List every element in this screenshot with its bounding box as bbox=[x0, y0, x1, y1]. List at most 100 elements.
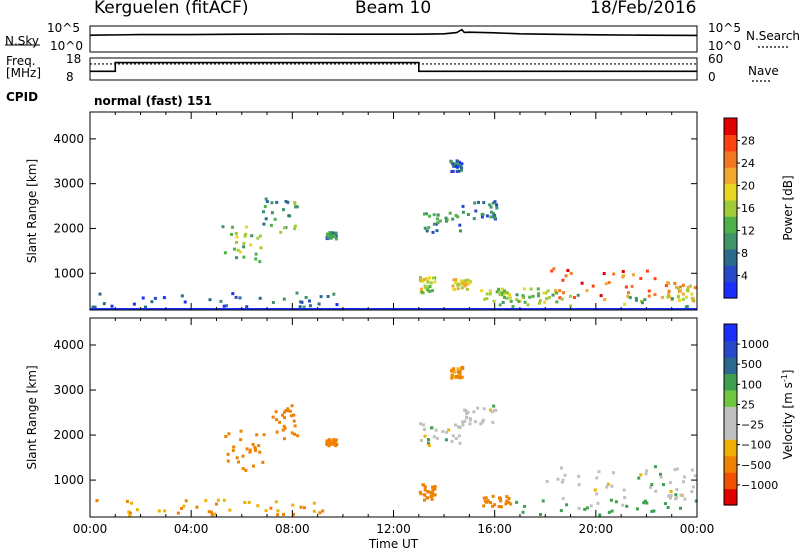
echo-cell-6 bbox=[465, 287, 469, 291]
echo-cell-4 bbox=[490, 410, 494, 414]
echo-cell-3 bbox=[447, 428, 451, 432]
echo-cell-7 bbox=[503, 289, 507, 293]
echo-cell-12 bbox=[643, 298, 647, 302]
colorbar-tick-label: −1000 bbox=[741, 479, 778, 492]
echo-cell-10 bbox=[450, 369, 454, 373]
echo-cell-7 bbox=[650, 483, 654, 487]
echo-cell-2 bbox=[327, 444, 331, 448]
echo-cell-9 bbox=[213, 512, 217, 516]
echo-cell-0 bbox=[261, 460, 265, 464]
echo-cell-8 bbox=[679, 506, 682, 510]
echo-cell-3 bbox=[430, 426, 433, 430]
echo-cell-0 bbox=[242, 255, 246, 259]
echo-cell-6 bbox=[482, 496, 486, 500]
echo-cell-0 bbox=[242, 241, 246, 245]
echo-cell-4 bbox=[481, 418, 485, 422]
echo-cell-0 bbox=[254, 257, 258, 261]
echo-cell-8 bbox=[561, 278, 565, 282]
echo-cell-2 bbox=[328, 231, 332, 234]
echo-cell-12 bbox=[670, 297, 674, 301]
echo-cell-8 bbox=[664, 284, 668, 288]
echo-cell-13 bbox=[453, 162, 457, 166]
echo-cell-9 bbox=[291, 503, 295, 507]
panel-bg bbox=[90, 112, 697, 310]
echo-cell-0 bbox=[234, 232, 238, 235]
colorbar-swatch bbox=[724, 406, 737, 424]
echo-cell-11 bbox=[162, 296, 166, 300]
echo-cell-8 bbox=[541, 499, 545, 503]
echo-cell-10 bbox=[522, 287, 526, 291]
echo-cell-5 bbox=[423, 498, 426, 502]
echo-cell-7 bbox=[690, 490, 694, 494]
echo-cell-12 bbox=[628, 296, 632, 300]
echo-cell-5 bbox=[424, 286, 428, 290]
echo-cell-9 bbox=[276, 513, 280, 517]
echo-cell-6 bbox=[499, 505, 503, 509]
cpid-label: CPID bbox=[6, 90, 39, 104]
echo-cell-0 bbox=[245, 447, 249, 451]
echo-cell-3 bbox=[456, 215, 460, 219]
echo-cell-4 bbox=[491, 201, 495, 205]
echo-cell-12 bbox=[666, 295, 670, 299]
echo-cell-7 bbox=[682, 475, 686, 479]
echo-cell-8 bbox=[635, 507, 639, 511]
radar-title: Kerguelen (fitACF) bbox=[94, 0, 249, 18]
echo-cell-5 bbox=[430, 497, 434, 501]
nsearch-tick-bottom: 10^0 bbox=[708, 39, 741, 53]
echo-cell-9 bbox=[256, 504, 260, 508]
echo-cell-10 bbox=[531, 294, 535, 298]
echo-cell-3 bbox=[419, 422, 423, 426]
colorbar-swatch bbox=[724, 455, 737, 473]
echo-cell-12 bbox=[676, 295, 680, 299]
echo-cell-2 bbox=[326, 236, 330, 240]
echo-cell-13 bbox=[452, 164, 456, 168]
echo-cell-7 bbox=[595, 476, 599, 480]
echo-cell-6 bbox=[466, 278, 470, 282]
echo-cell-4 bbox=[485, 214, 489, 218]
echo-cell-1 bbox=[292, 419, 296, 423]
echo-cell-1 bbox=[292, 413, 296, 417]
echo-cell-6 bbox=[482, 504, 486, 508]
echo-cell-9 bbox=[180, 507, 184, 510]
echo-cell-2 bbox=[325, 440, 329, 444]
echo-cell-11 bbox=[110, 304, 114, 308]
echo-cell-8 bbox=[521, 510, 525, 514]
nsearch-tick-top: 10^5 bbox=[708, 21, 741, 35]
echo-cell-13 bbox=[455, 159, 459, 163]
echo-cell-1 bbox=[293, 202, 297, 205]
rti-panel-0: Power [dB] bbox=[89, 111, 795, 311]
echo-cell-3 bbox=[432, 213, 436, 217]
echo-cell-7 bbox=[610, 484, 614, 488]
colorbar-tick-label: 4 bbox=[741, 270, 748, 283]
echo-cell-7 bbox=[563, 473, 567, 477]
echo-cell-6 bbox=[454, 281, 458, 285]
echo-cell-2 bbox=[329, 236, 333, 240]
echo-cell-4 bbox=[474, 420, 477, 424]
echo-cell-8 bbox=[583, 507, 587, 511]
echo-cell-5 bbox=[423, 284, 427, 288]
echo-cell-0 bbox=[251, 443, 255, 446]
echo-cell-10 bbox=[547, 296, 551, 300]
echo-cell-4 bbox=[472, 410, 476, 414]
echo-cell-0 bbox=[256, 236, 260, 240]
echo-cell-8 bbox=[661, 295, 665, 299]
echo-cell-3 bbox=[423, 434, 427, 438]
echo-cell-4 bbox=[476, 406, 480, 410]
echo-cell-6 bbox=[504, 502, 508, 506]
echo-cell-0 bbox=[242, 245, 246, 249]
echo-cell-10 bbox=[523, 300, 527, 304]
echo-cell-8 bbox=[580, 281, 584, 285]
echo-cell-5 bbox=[433, 280, 437, 284]
echo-cell-1 bbox=[273, 217, 277, 221]
colorbar-swatch bbox=[724, 389, 737, 407]
echo-cell-9 bbox=[312, 509, 316, 513]
echo-cell-8 bbox=[645, 501, 649, 505]
echo-cell-2 bbox=[326, 232, 329, 236]
echo-cell-4 bbox=[492, 404, 496, 408]
echo-cell-6 bbox=[491, 494, 495, 498]
echo-cell-13 bbox=[460, 168, 463, 172]
echo-cell-9 bbox=[667, 289, 671, 293]
echo-cell-3 bbox=[451, 434, 455, 438]
echo-cell-3 bbox=[457, 434, 461, 438]
echo-cell-11 bbox=[308, 299, 311, 303]
